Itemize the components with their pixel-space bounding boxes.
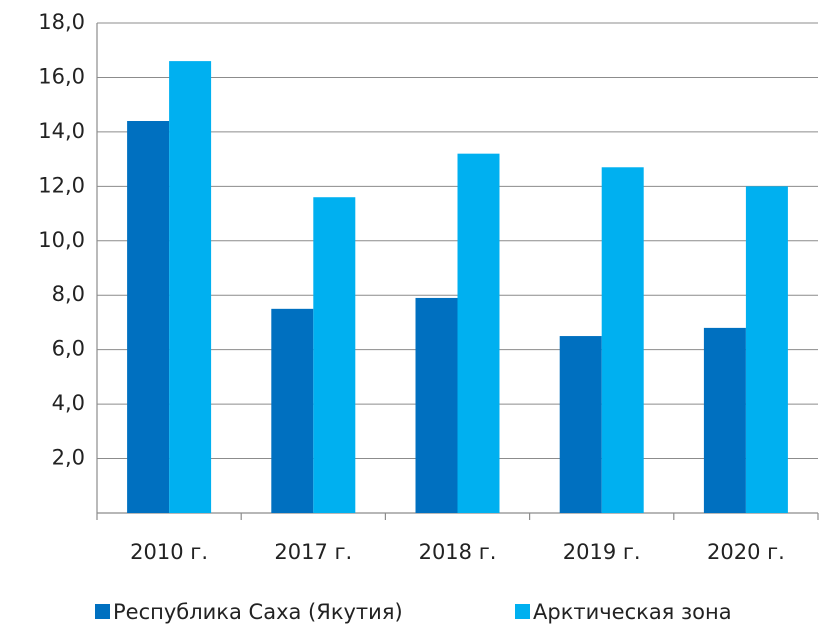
y-tick-label: 16,0: [38, 64, 85, 88]
x-tick-label: 2019 г.: [563, 540, 641, 564]
chart: 2,0 4,0 6,0 8,0 10,0 12,0 14,0 16,0 18,0 2010 г. 2…: [0, 0, 820, 635]
legend-swatch: [515, 604, 530, 619]
y-tick-label: 2,0: [52, 446, 85, 470]
bar: [313, 197, 355, 513]
legend-label: Арктическая зона: [533, 600, 732, 624]
y-tick-label: 4,0: [52, 391, 85, 415]
y-tick-label: 12,0: [38, 173, 85, 197]
bar: [169, 61, 211, 513]
x-tick-label: 2010 г.: [130, 540, 208, 564]
y-tick-label: 6,0: [52, 337, 85, 361]
bar: [746, 186, 788, 513]
legend-swatch: [95, 604, 110, 619]
bar: [416, 298, 458, 513]
y-tick-label: 18,0: [38, 10, 85, 34]
y-tick-label: 14,0: [38, 119, 85, 143]
bar: [458, 154, 500, 513]
legend-label: Республика Саха (Якутия): [113, 600, 403, 624]
bar: [704, 328, 746, 513]
x-tick-label: 2018 г.: [419, 540, 497, 564]
bar: [127, 121, 169, 513]
bar: [271, 309, 313, 513]
y-tick-label: 10,0: [38, 228, 85, 252]
page: {"chart_data": {"type": "bar", "categori…: [0, 0, 820, 635]
y-tick-label: 8,0: [52, 282, 85, 306]
x-tick-label: 2017 г.: [274, 540, 352, 564]
bar: [560, 336, 602, 513]
bar: [602, 167, 644, 513]
x-tick-label: 2020 г.: [707, 540, 785, 564]
